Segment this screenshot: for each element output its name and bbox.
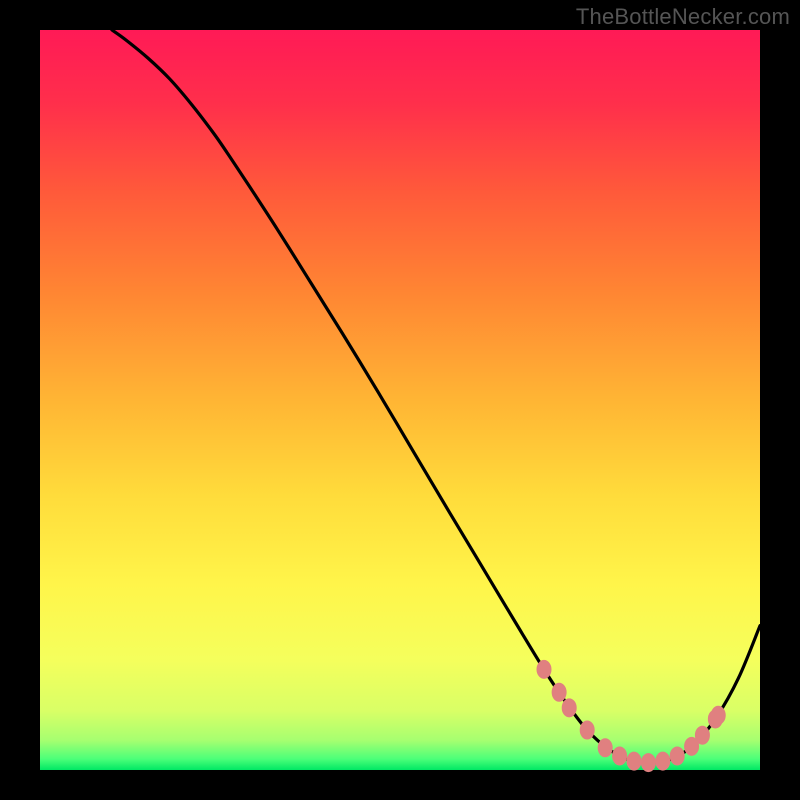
curve-marker (537, 660, 551, 678)
gradient-background (40, 30, 760, 770)
watermark-text: TheBottleNecker.com (576, 4, 790, 30)
curve-marker (711, 706, 725, 724)
curve-marker (627, 752, 641, 770)
curve-marker (580, 721, 594, 739)
curve-marker (656, 752, 670, 770)
curve-marker (695, 726, 709, 744)
curve-marker (552, 683, 566, 701)
curve-marker (670, 747, 684, 765)
bottleneck-chart (0, 0, 800, 800)
curve-marker (598, 739, 612, 757)
curve-marker (562, 699, 576, 717)
curve-marker (613, 747, 627, 765)
curve-marker (641, 754, 655, 772)
